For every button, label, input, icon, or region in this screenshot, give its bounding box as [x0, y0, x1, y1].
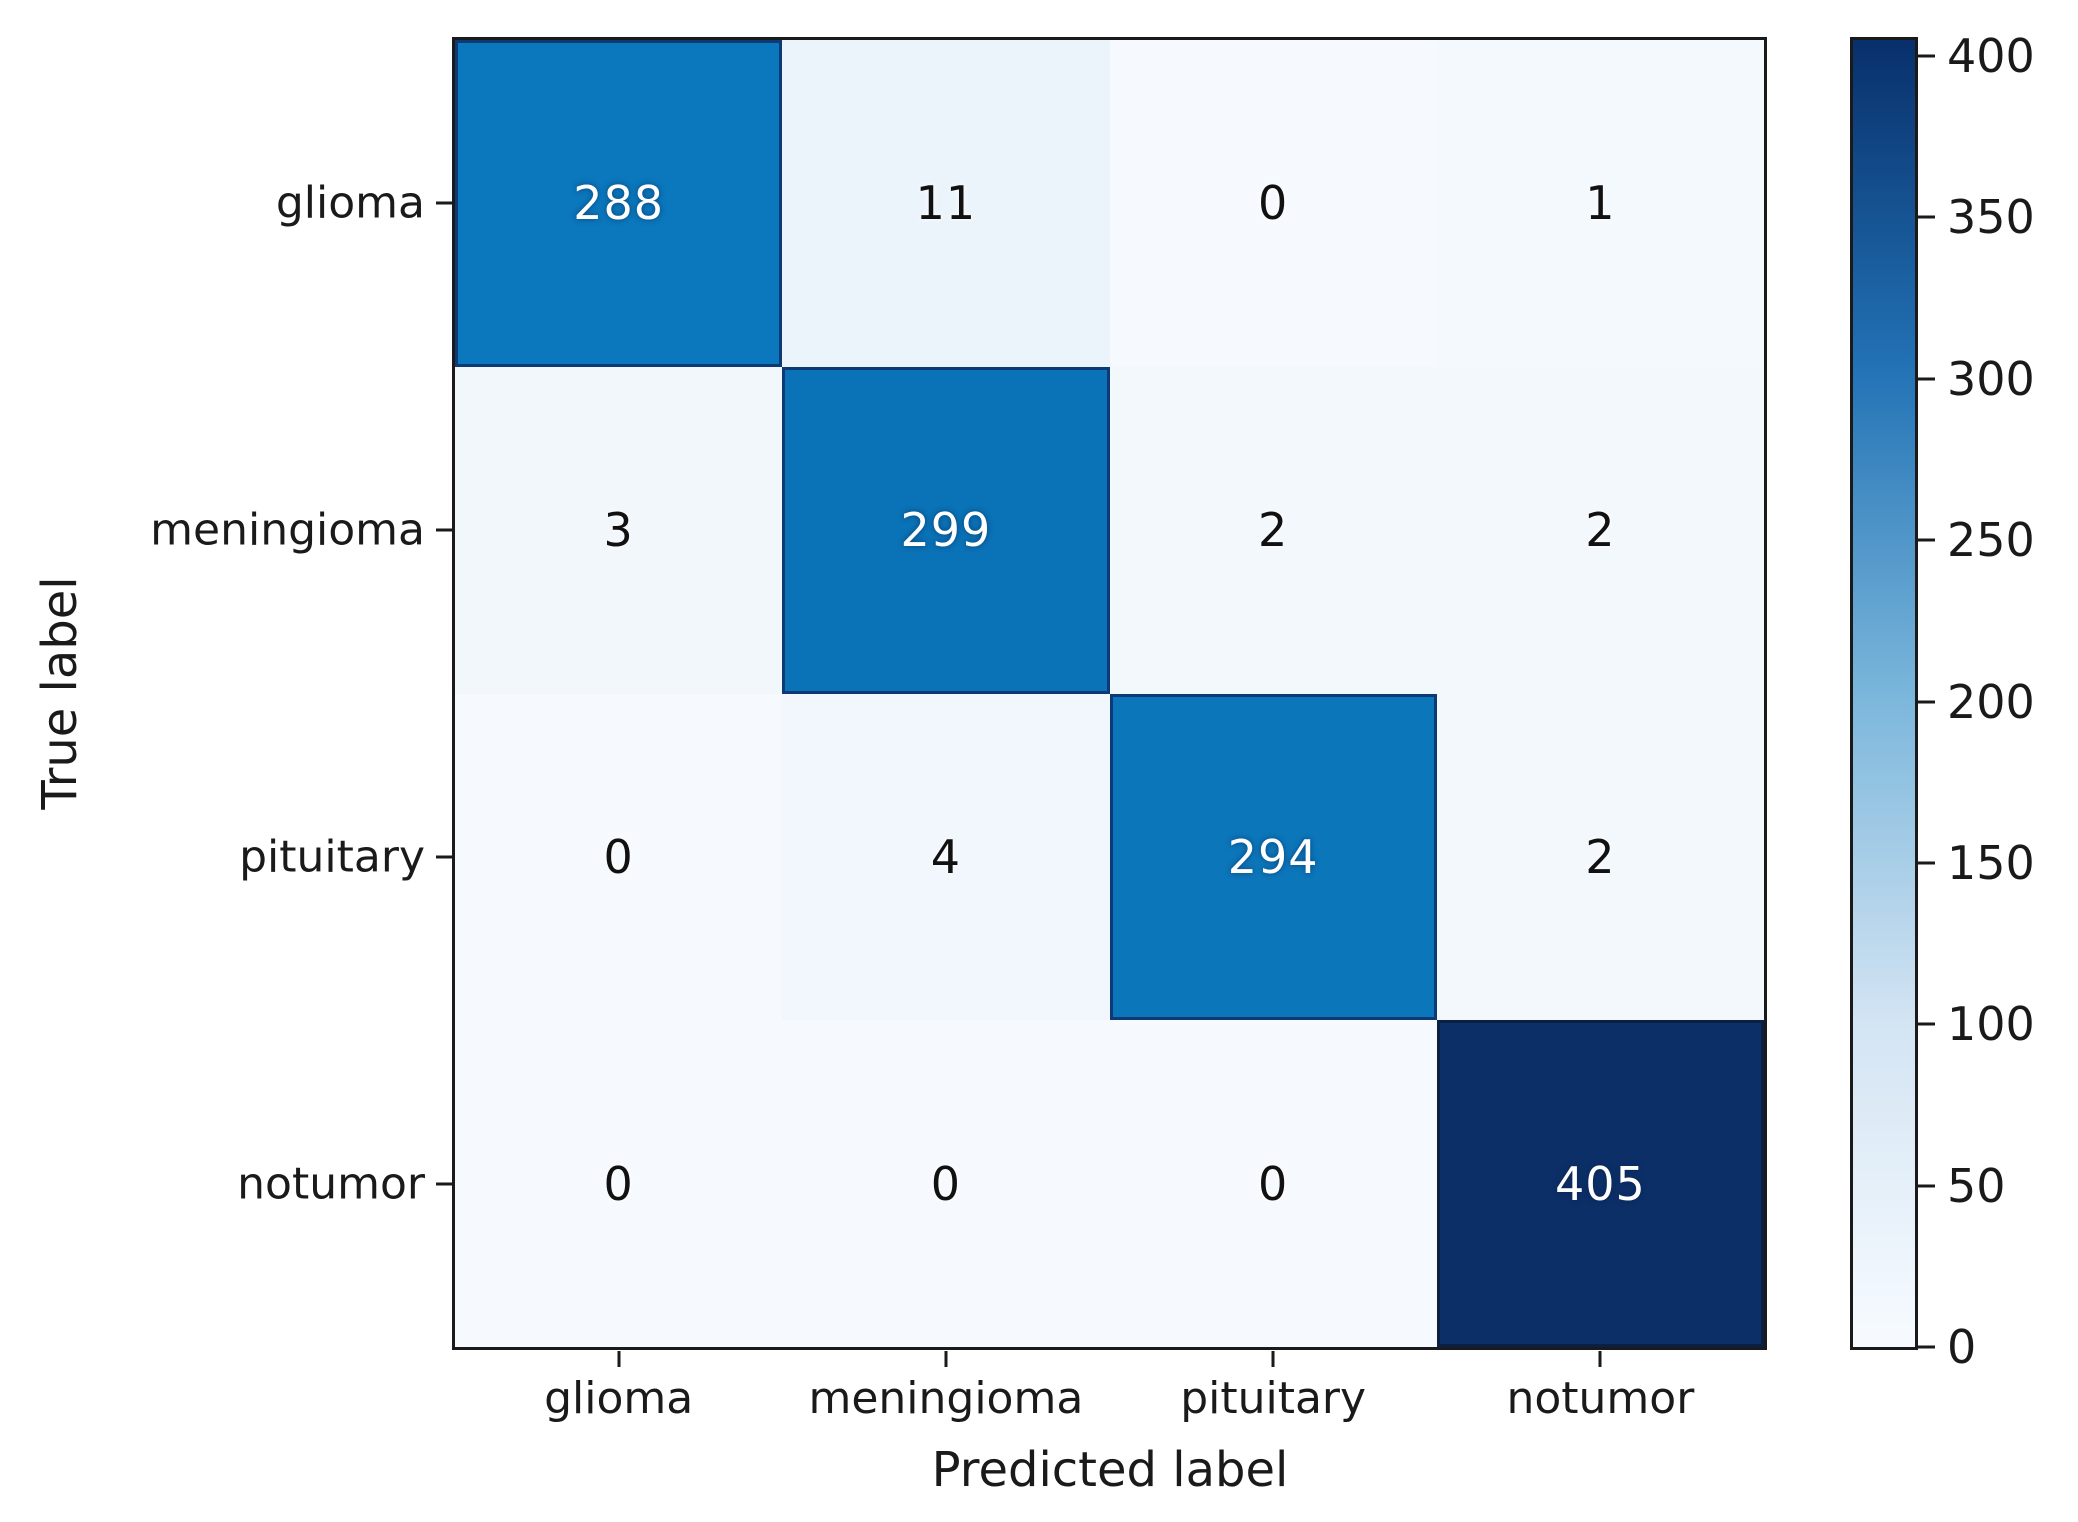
matrix-cell: 2: [1109, 366, 1437, 694]
matrix-cell: 2: [1436, 366, 1764, 694]
row-label: glioma: [275, 177, 425, 229]
matrix-cell: 11: [782, 40, 1110, 367]
colorbar-tick-label: 400: [1947, 29, 2035, 84]
y-axis-title: True label: [32, 576, 88, 810]
x-tick: [617, 1351, 621, 1367]
x-tick: [1598, 1351, 1602, 1367]
col-label: notumor: [1506, 1373, 1695, 1424]
x-tick: [944, 1351, 948, 1367]
colorbar-tick-label: 250: [1947, 513, 2035, 568]
y-tick: [436, 201, 452, 205]
matrix-cell: 405: [1436, 1020, 1764, 1347]
col-label: glioma: [544, 1373, 694, 1424]
matrix-grid: 288 11 0 1 3 299 2 2 0 4 294 2 0 0 0 405: [455, 40, 1764, 1347]
matrix-cell: 0: [1109, 40, 1437, 367]
colorbar-tick: [1915, 1345, 1935, 1349]
x-tick: [1271, 1351, 1275, 1367]
matrix-cell: 294: [1109, 693, 1437, 1021]
matrix-cell: 2: [1436, 693, 1764, 1021]
col-label: pituitary: [1180, 1373, 1367, 1424]
matrix-cell: 4: [782, 693, 1110, 1021]
matrix-cell: 3: [455, 366, 783, 694]
matrix-cell: 0: [782, 1020, 1110, 1347]
x-axis-title: Predicted label: [931, 1442, 1289, 1498]
colorbar-tick-label: 0: [1947, 1320, 1977, 1374]
matrix-cell: 0: [1109, 1020, 1437, 1347]
colorbar-tick: [1915, 1184, 1935, 1188]
colorbar-tick-label: 150: [1947, 835, 2035, 890]
row-label: pituitary: [239, 831, 425, 883]
row-label: notumor: [237, 1158, 425, 1210]
colorbar: 0 50 100 150 200 250 300 350 400: [1850, 29, 2035, 1374]
y-tick: [436, 528, 452, 532]
colorbar-tick: [1915, 538, 1935, 542]
col-label: meningioma: [808, 1373, 1084, 1424]
colorbar-tick-label: 350: [1947, 190, 2035, 245]
matrix-cell: 0: [455, 1020, 783, 1347]
matrix-cell: 1: [1436, 40, 1764, 367]
colorbar-tick: [1915, 700, 1935, 704]
colorbar-tick-label: 200: [1947, 674, 2035, 729]
colorbar-tick-label: 100: [1947, 997, 2035, 1052]
matrix-cell: 299: [782, 366, 1110, 694]
matrix-cell: 0: [455, 693, 783, 1021]
confusion-matrix-plot: 288 11 0 1 3 299 2 2 0 4 294 2 0 0 0 405 glioma meningio…: [150, 37, 1767, 1424]
y-tick: [436, 1182, 452, 1186]
colorbar-tick: [1915, 377, 1935, 381]
colorbar-tick: [1915, 861, 1935, 865]
colorbar-tick-label: 50: [1947, 1158, 2006, 1213]
matrix-cell: 288: [455, 40, 783, 367]
colorbar-tick: [1915, 215, 1935, 219]
colorbar-tick-label: 300: [1947, 351, 2035, 406]
y-tick: [436, 855, 452, 859]
colorbar-tick: [1915, 54, 1935, 58]
colorbar-tick: [1915, 1022, 1935, 1026]
row-label: meningioma: [150, 504, 425, 556]
